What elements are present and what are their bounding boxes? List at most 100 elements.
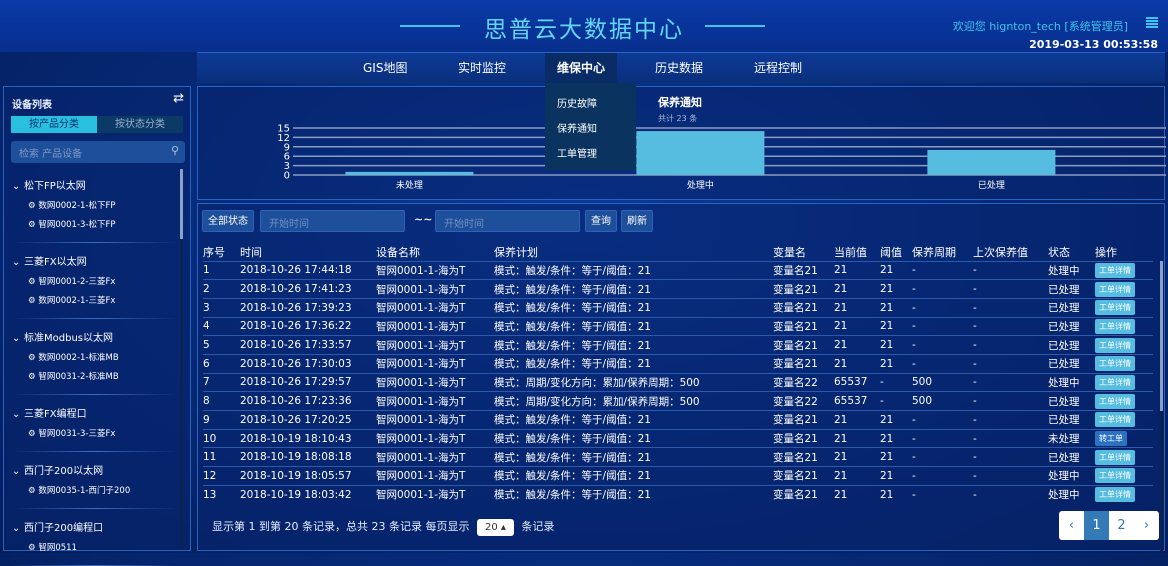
column-header[interactable]: 变量名: [773, 246, 806, 260]
device-item[interactable]: ⚙ 智网0001-3-松下FP: [28, 218, 116, 230]
nav-gis[interactable]: GIS地图: [363, 61, 408, 75]
table-row[interactable]: 4 2018-10-26 17:36:22 智网0001-1-海为T 模式：触发/条件…: [203, 316, 1153, 336]
work-order-detail-button[interactable]: 工单详情: [1095, 337, 1135, 353]
end-time-input[interactable]: 开始时间: [435, 210, 580, 232]
table-row[interactable]: 8 2018-10-26 17:23:36 智网0001-1-海为T 模式：周期/变化…: [203, 391, 1153, 411]
refresh-button[interactable]: 刷新: [621, 210, 653, 232]
column-header[interactable]: 阈值: [880, 246, 902, 260]
table-row[interactable]: 12 2018-10-19 18:05:57 智网0001-1-海为T 模式：触发/条…: [203, 466, 1153, 486]
convert-work-order-button[interactable]: 转工单: [1095, 431, 1127, 447]
column-header[interactable]: 设备名称: [376, 246, 420, 260]
device-item[interactable]: ⚙ 智网0511: [28, 541, 77, 553]
cell-8: -: [973, 484, 1048, 504]
menu-item-work-orders[interactable]: 工单管理: [557, 149, 597, 160]
device-group[interactable]: ⌄ 西门子200编程口: [12, 519, 103, 534]
work-order-detail-button[interactable]: 工单详情: [1095, 412, 1135, 428]
device-group[interactable]: ⌄ 三菱FX以太网: [12, 253, 87, 268]
table-row[interactable]: 3 2018-10-26 17:39:23 智网0001-1-海为T 模式：触发/条件…: [203, 297, 1153, 318]
cell-3: 模式：触发/条件：等于/阈值：21: [494, 428, 773, 448]
device-group[interactable]: ⌄ 西门子200以太网: [12, 462, 103, 477]
group-divider: [12, 242, 177, 243]
column-header[interactable]: 保养计划: [494, 246, 538, 260]
tab-by-status[interactable]: 按状态分类: [97, 116, 183, 133]
work-order-detail-button[interactable]: 工单详情: [1095, 468, 1135, 484]
chevron-down-icon[interactable]: ⌄: [12, 181, 21, 192]
page-size-select[interactable]: 20 ▴: [476, 519, 514, 536]
device-item[interactable]: ⚙ 数网0035-1-西门子200: [28, 484, 130, 496]
prev-page-button[interactable]: ‹: [1068, 518, 1075, 533]
device-item[interactable]: ⚙ 数网0002-1-三菱Fx: [28, 294, 115, 306]
status-filter-button[interactable]: 全部状态: [202, 210, 254, 232]
nav-maintenance[interactable]: 维保中心: [545, 53, 618, 84]
table-row[interactable]: 13 2018-10-19 18:03:42 智网0001-1-海为T 模式：触发/条…: [203, 484, 1153, 504]
page-button[interactable]: 2: [1117, 518, 1126, 533]
menu-item-maintenance-notice[interactable]: 保养通知: [557, 124, 597, 135]
column-header[interactable]: 当前值: [834, 246, 867, 260]
cell-2: 智网0001-1-海为T: [376, 260, 494, 280]
cell-9: 已处理: [1048, 391, 1095, 411]
sidebar-scroll-thumb[interactable]: [180, 169, 183, 239]
table-row[interactable]: 1 2018-10-26 17:44:18 智网0001-1-海为T 模式：触发/条件…: [203, 260, 1153, 280]
table-row[interactable]: 9 2018-10-26 17:20:25 智网0001-1-海为T 模式：触发/条件…: [203, 410, 1153, 430]
device-group[interactable]: ⌄ 三菱FX编程口: [12, 405, 87, 420]
nav-remote[interactable]: 远程控制: [754, 61, 803, 75]
table-row[interactable]: 10 2018-10-19 18:10:43 智网0001-1-海为T 模式：触发/条…: [203, 428, 1153, 448]
column-header[interactable]: 保养周期: [912, 246, 956, 260]
table-scroll-thumb[interactable]: [1160, 261, 1163, 411]
table-row[interactable]: 2 2018-10-26 17:41:23 智网0001-1-海为T 模式：触发/条件…: [203, 279, 1153, 299]
table-row[interactable]: 5 2018-10-26 17:33:57 智网0001-1-海为T 模式：触发/条件…: [203, 335, 1153, 355]
cell-6: -: [880, 372, 912, 392]
work-order-detail-button[interactable]: 工单详情: [1095, 318, 1135, 334]
chevron-down-icon[interactable]: ⌄: [12, 333, 21, 344]
sidebar-scrollbar[interactable]: [180, 169, 183, 549]
next-page-button[interactable]: ›: [1143, 518, 1150, 533]
start-time-input[interactable]: 开始时间: [260, 210, 405, 232]
column-header[interactable]: 操作: [1095, 246, 1117, 260]
nav-history[interactable]: 历史数据: [655, 61, 704, 75]
column-header[interactable]: 序号: [203, 246, 225, 260]
work-order-detail-button[interactable]: 工单详情: [1095, 393, 1135, 409]
device-group[interactable]: ⌄ 松下FP以太网: [12, 177, 86, 192]
device-group[interactable]: ⌄ 标准Modbus以太网: [12, 329, 113, 344]
column-header[interactable]: 状态: [1048, 246, 1070, 260]
work-order-detail-button[interactable]: 工单详情: [1095, 262, 1135, 278]
chevron-down-icon[interactable]: ⌄: [12, 466, 21, 477]
device-icon: ⚙: [28, 220, 39, 230]
menu-item-fault-history[interactable]: 历史故障: [557, 99, 597, 110]
chevron-down-icon[interactable]: ⌄: [12, 409, 21, 420]
column-header[interactable]: 上次保养值: [973, 246, 1028, 260]
nav-realtime[interactable]: 实时监控: [458, 61, 507, 75]
datetime: 2019-03-13 00:53:58: [1029, 38, 1158, 51]
y-tick-label: 0: [284, 171, 290, 182]
column-header[interactable]: 时间: [240, 246, 262, 260]
work-order-detail-button[interactable]: 工单详情: [1095, 487, 1135, 503]
search-icon[interactable]: ⚲: [170, 144, 179, 157]
chevron-down-icon[interactable]: ⌄: [12, 523, 21, 534]
work-order-detail-button[interactable]: 工单详情: [1095, 356, 1135, 372]
table-row[interactable]: 11 2018-10-19 18:08:18 智网0001-1-海为T 模式：触发/条…: [203, 447, 1153, 467]
device-item[interactable]: ⚙ 智网0031-3-三菱Fx: [28, 427, 115, 439]
cell-1: 2018-10-19 18:08:18: [240, 447, 376, 467]
work-order-detail-button[interactable]: 工单详情: [1095, 449, 1135, 465]
y-tick-label: 6: [284, 152, 290, 163]
tab-by-product[interactable]: 按产品分类: [11, 116, 97, 133]
work-order-detail-button[interactable]: 工单详情: [1095, 300, 1135, 316]
chevron-down-icon[interactable]: ⌄: [12, 257, 21, 268]
query-button[interactable]: 查询: [585, 210, 617, 232]
y-tick-label: 9: [284, 142, 290, 153]
work-order-detail-button[interactable]: 工单详情: [1095, 281, 1135, 297]
list-icon[interactable]: [1146, 17, 1158, 28]
device-item[interactable]: ⚙ 数网0002-1-标准MB: [28, 351, 119, 363]
device-item[interactable]: ⚙ 智网0001-2-三菱Fx: [28, 275, 115, 287]
device-item[interactable]: ⚙ 数网0002-1-松下FP: [28, 199, 116, 211]
group-divider: [12, 451, 177, 452]
device-item[interactable]: ⚙ 智网0031-2-标准MB: [28, 370, 119, 382]
cell-8: -: [973, 260, 1048, 280]
welcome-user[interactable]: 欢迎您 hignton_tech [系统管理员]: [952, 20, 1128, 33]
work-order-detail-button[interactable]: 工单详情: [1095, 374, 1135, 390]
table-row[interactable]: 6 2018-10-26 17:30:03 智网0001-1-海为T 模式：触发/条件…: [203, 353, 1153, 374]
swap-icon[interactable]: ⇄: [173, 91, 184, 106]
page-button[interactable]: 1: [1084, 511, 1109, 540]
table-row[interactable]: 7 2018-10-26 17:29:57 智网0001-1-海为T 模式：周期/变化…: [203, 372, 1153, 392]
device-search-input[interactable]: 检索 产品设备 ⚲: [11, 141, 185, 163]
